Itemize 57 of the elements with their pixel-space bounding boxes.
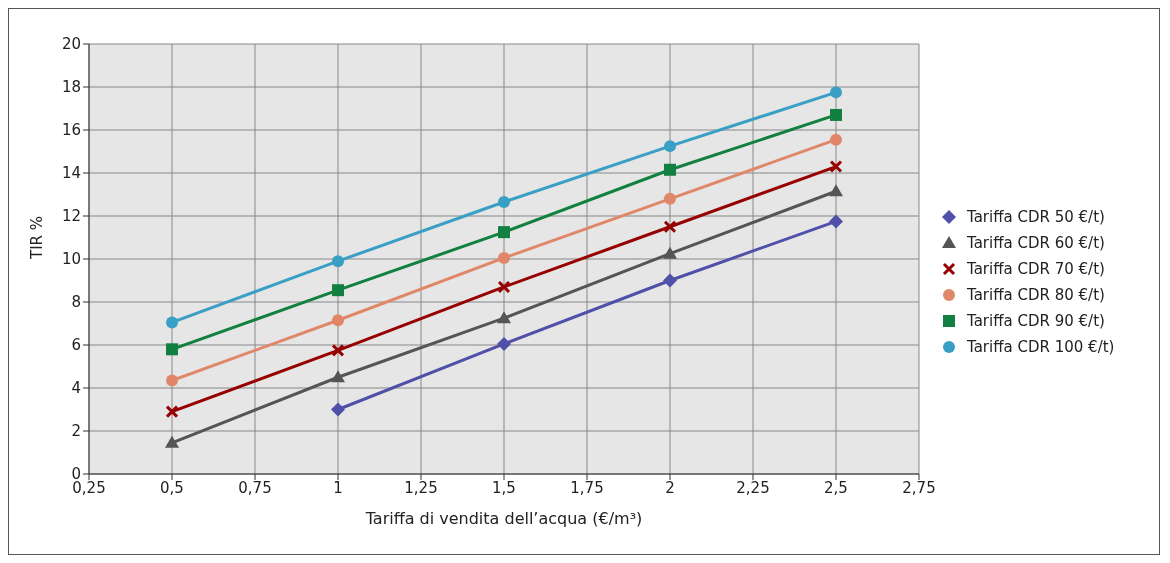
point [166, 343, 178, 356]
point [331, 343, 345, 357]
x-tick-label: 1 [333, 478, 343, 497]
x-tick-label: 2,75 [902, 478, 936, 497]
y-tick-label: 2 [71, 422, 81, 441]
point [664, 163, 676, 176]
point [829, 214, 843, 229]
y-tick-label: 20 [61, 35, 81, 54]
point [663, 246, 677, 259]
point [829, 160, 843, 174]
point [830, 133, 842, 146]
legend-label: Tariffa CDR 70 €/t) [967, 259, 1105, 278]
y-tick-label: 16 [61, 121, 81, 140]
point [664, 192, 676, 205]
y-tick-label: 4 [71, 379, 81, 398]
point [166, 316, 178, 329]
point [497, 336, 511, 351]
point [663, 220, 677, 234]
point [830, 108, 842, 121]
x-axis-title: Tariffa di vendita dell’acqua (€/m³) [364, 509, 643, 528]
point [332, 314, 344, 327]
x-tick-label: 1,25 [404, 478, 438, 497]
x-tick-label: 2,25 [736, 478, 770, 497]
legend-label: Tariffa CDR 100 €/t) [967, 337, 1115, 356]
x-tick-label: 0,5 [160, 478, 184, 497]
x-tick-label: 2 [665, 478, 675, 497]
x-tick-label: 1,5 [492, 478, 516, 497]
legend-label: Tariffa CDR 90 €/t) [967, 311, 1105, 330]
point [331, 370, 345, 383]
point [332, 284, 344, 297]
point [497, 280, 511, 294]
legend-label: Tariffa CDR 50 €/t) [967, 207, 1105, 226]
point [663, 273, 677, 288]
y-tick-label: 8 [71, 293, 81, 312]
y-axis-title: TIR % [28, 215, 47, 260]
point [165, 405, 179, 419]
point [829, 184, 843, 197]
point [830, 86, 842, 99]
legend-label: Tariffa CDR 80 €/t) [967, 285, 1105, 304]
y-tick-label: 14 [61, 164, 81, 183]
legend-label: Tariffa CDR 60 €/t) [967, 233, 1105, 252]
point [331, 402, 345, 417]
x-tick-label: 2,5 [824, 478, 848, 497]
point [497, 311, 511, 324]
point [332, 255, 344, 268]
point [664, 140, 676, 153]
point [498, 251, 510, 264]
y-tick-label: 6 [71, 336, 81, 355]
point [498, 226, 510, 239]
point [498, 196, 510, 209]
point [166, 374, 178, 387]
y-tick-label: 10 [61, 250, 81, 269]
point [165, 435, 179, 448]
x-tick-label: 1,75 [570, 478, 604, 497]
y-tick-label: 12 [61, 207, 81, 226]
y-tick-label: 18 [61, 78, 81, 97]
x-tick-label: 0,75 [238, 478, 272, 497]
